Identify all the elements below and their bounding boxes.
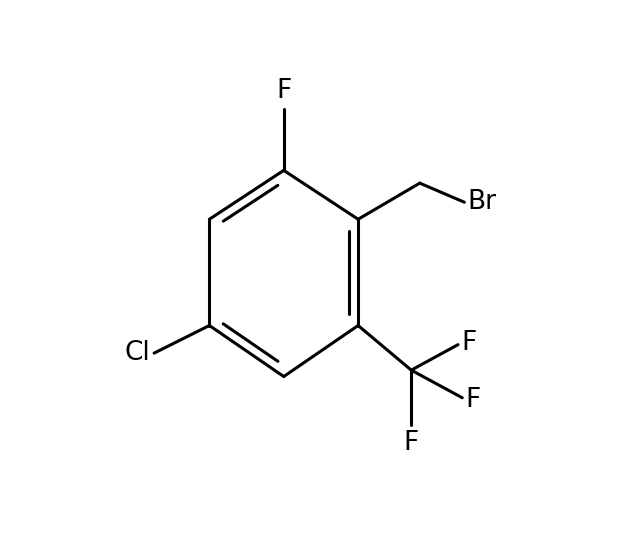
- Text: Cl: Cl: [125, 340, 151, 366]
- Text: F: F: [466, 387, 481, 413]
- Text: F: F: [276, 78, 291, 104]
- Text: F: F: [461, 330, 477, 355]
- Text: F: F: [404, 431, 419, 457]
- Text: Br: Br: [467, 189, 497, 215]
